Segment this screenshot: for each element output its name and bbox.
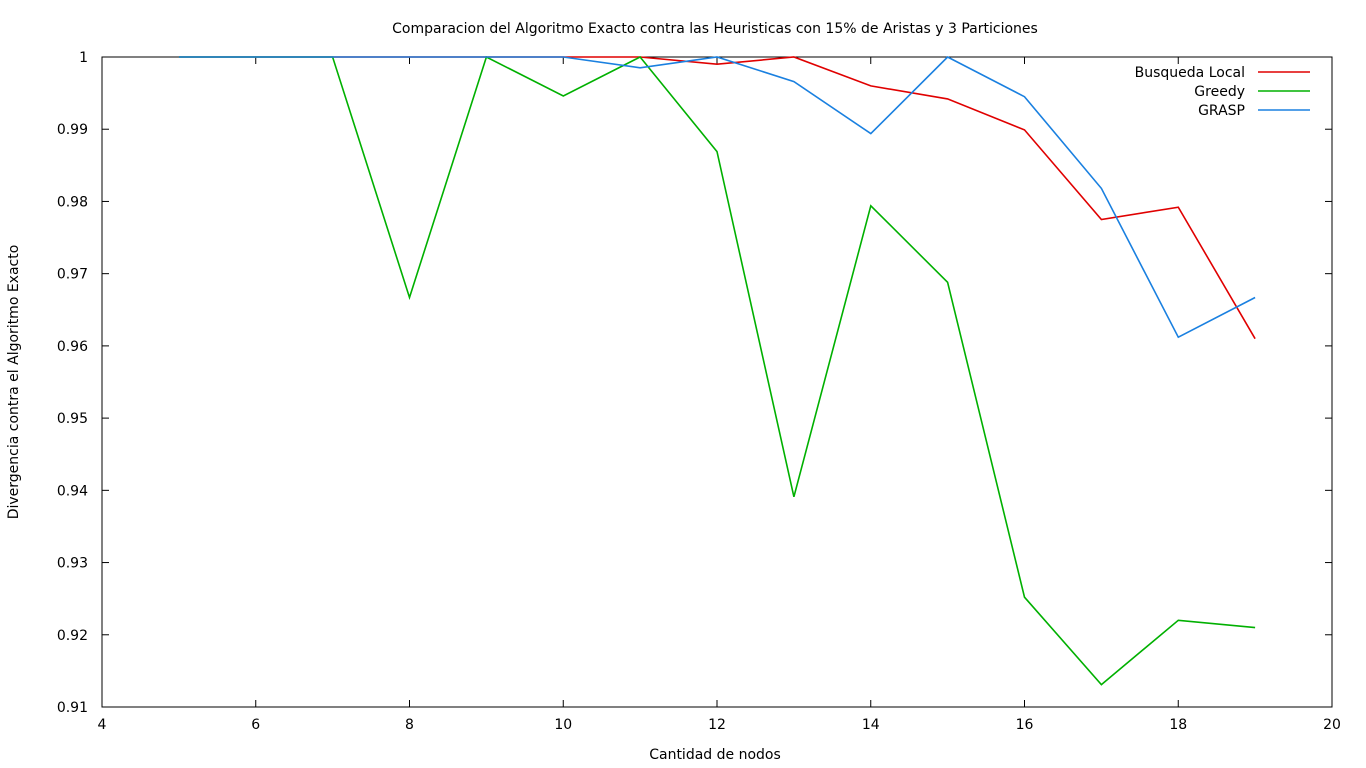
x-tick-label: 20 [1323, 717, 1341, 733]
legend: Busqueda Local Greedy GRASP [1135, 65, 1310, 119]
chart-title: Comparacion del Algoritmo Exacto contra … [392, 21, 1038, 37]
y-tick-label: 0.97 [57, 267, 88, 283]
x-tick-label: 12 [708, 717, 726, 733]
x-axis-label: Cantidad de nodos [649, 747, 781, 763]
y-tick-label: 0.99 [57, 122, 88, 138]
y-axis-label: Divergencia contra el Algoritmo Exacto [6, 245, 22, 520]
y-tick-label: 0.94 [57, 483, 88, 499]
legend-label: Busqueda Local [1135, 65, 1245, 81]
y-tick-label: 1 [79, 50, 88, 66]
x-tick-label: 10 [554, 717, 572, 733]
x-tick-label: 14 [862, 717, 880, 733]
series-line-grasp [178, 56, 1256, 339]
legend-label: GRASP [1198, 103, 1245, 119]
y-tick-label: 0.93 [57, 556, 88, 572]
series-line-busqueda-local [178, 56, 1256, 340]
y-tick-label: 0.91 [57, 700, 88, 716]
y-tick-label: 0.92 [57, 628, 88, 644]
axis-ticks: 4 6 8 10 12 14 16 18 20 0.91 0.92 0.93 0.94 0.95 0.96 0… [57, 50, 1341, 733]
x-tick-label: 4 [98, 717, 107, 733]
x-tick-label: 16 [1016, 717, 1034, 733]
y-tick-label: 0.95 [57, 411, 88, 427]
x-tick-label: 6 [251, 717, 260, 733]
x-tick-label: 18 [1169, 717, 1187, 733]
legend-label: Greedy [1194, 84, 1245, 100]
y-tick-label: 0.98 [57, 194, 88, 210]
y-tick-label: 0.96 [57, 339, 88, 355]
series-line-greedy [178, 55, 1256, 686]
series-lines [178, 55, 1256, 686]
x-tick-label: 8 [405, 717, 414, 733]
